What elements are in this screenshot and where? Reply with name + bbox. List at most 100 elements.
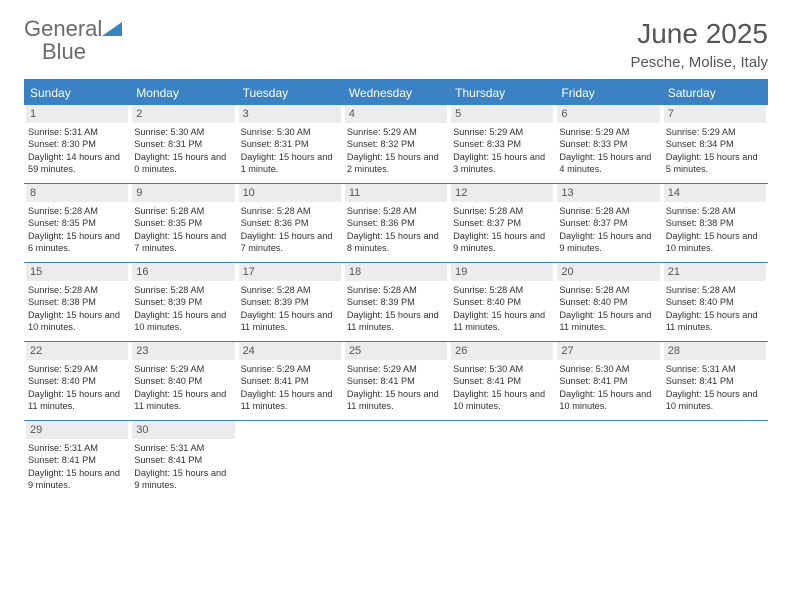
day-cell-empty — [343, 421, 449, 499]
sunset-line: Sunset: 8:34 PM — [666, 138, 764, 150]
day-cell: 15 Sunrise: 5:28 AMSunset: 8:38 PMDayligh… — [24, 263, 130, 341]
day-cell: 7Sunrise: 5:29 AMSunset: 8:34 PMDaylight… — [662, 105, 768, 183]
sunrise-line: Sunrise: 5:28 AM — [347, 284, 445, 296]
daylight-line: Daylight: 15 hours and 1 minute. — [241, 151, 339, 176]
daylight-line: Daylight: 15 hours and 11 minutes. — [453, 309, 551, 334]
day-number: 19 — [451, 263, 553, 281]
sunrise-line: Sunrise: 5:29 AM — [241, 363, 339, 375]
calendar: SundayMondayTuesdayWednesdayThursdayFrid… — [24, 79, 768, 499]
day-body: Sunrise: 5:28 AMSunset: 8:36 PMDaylight:… — [239, 205, 341, 255]
day-cell: 1Sunrise: 5:31 AMSunset: 8:30 PMDaylight… — [24, 105, 130, 183]
day-body: Sunrise: 5:28 AMSunset: 8:35 PMDaylight:… — [132, 205, 234, 255]
sunset-line: Sunset: 8:30 PM — [28, 138, 126, 150]
day-number: 6 — [557, 105, 659, 123]
day-cell-empty — [662, 421, 768, 499]
day-number: 15 — [26, 263, 128, 281]
day-body: Sunrise: 5:31 AMSunset: 8:41 PMDaylight:… — [664, 363, 766, 413]
day-number: 4 — [345, 105, 447, 123]
day-cell: 27Sunrise: 5:30 AMSunset: 8:41 PMDayligh… — [555, 342, 661, 420]
day-body: Sunrise: 5:29 AMSunset: 8:32 PMDaylight:… — [345, 126, 447, 176]
sunrise-line: Sunrise: 5:30 AM — [134, 126, 232, 138]
day-cell: 13Sunrise: 5:28 AMSunset: 8:37 PMDayligh… — [555, 184, 661, 262]
day-cell: 9Sunrise: 5:28 AMSunset: 8:35 PMDaylight… — [130, 184, 236, 262]
daylight-line: Daylight: 15 hours and 11 minutes. — [666, 309, 764, 334]
logo-part1: General — [24, 16, 102, 41]
daylight-line: Daylight: 15 hours and 4 minutes. — [559, 151, 657, 176]
day-number: 14 — [664, 184, 766, 202]
sunset-line: Sunset: 8:40 PM — [666, 296, 764, 308]
day-body: Sunrise: 5:29 AMSunset: 8:41 PMDaylight:… — [239, 363, 341, 413]
day-cell: 14 Sunrise: 5:28 AMSunset: 8:38 PMDayligh… — [662, 184, 768, 262]
day-body: Sunrise: 5:28 AMSunset: 8:39 PMDaylight:… — [345, 284, 447, 334]
daylight-line: Daylight: 15 hours and 11 minutes. — [347, 309, 445, 334]
sunset-line: Sunset: 8:37 PM — [559, 217, 657, 229]
day-cell: 23Sunrise: 5:29 AMSunset: 8:40 PMDayligh… — [130, 342, 236, 420]
day-body: Sunrise: 5:31 AMSunset: 8:41 PMDaylight:… — [26, 442, 128, 492]
day-cell-empty — [237, 421, 343, 499]
day-body: Sunrise: 5:31 AMSunset: 8:30 PMDaylight:… — [26, 126, 128, 176]
sunset-line: Sunset: 8:41 PM — [347, 375, 445, 387]
daylight-line: Daylight: 15 hours and 2 minutes. — [347, 151, 445, 176]
sunrise-line: Sunrise: 5:29 AM — [134, 363, 232, 375]
location: Pesche, Molise, Italy — [630, 54, 768, 71]
sunrise-line: Sunrise: 5:28 AM — [28, 205, 126, 217]
daylight-line: Daylight: 14 hours and 59 minutes. — [28, 151, 126, 176]
day-cell: 12Sunrise: 5:28 AMSunset: 8:37 PMDayligh… — [449, 184, 555, 262]
daylight-line: Daylight: 15 hours and 10 minutes. — [28, 309, 126, 334]
sunset-line: Sunset: 8:39 PM — [347, 296, 445, 308]
sunset-line: Sunset: 8:41 PM — [453, 375, 551, 387]
sunset-line: Sunset: 8:35 PM — [28, 217, 126, 229]
sunrise-line: Sunrise: 5:28 AM — [28, 284, 126, 296]
day-number: 18 — [345, 263, 447, 281]
day-cell: 19Sunrise: 5:28 AMSunset: 8:40 PMDayligh… — [449, 263, 555, 341]
daylight-line: Daylight: 15 hours and 6 minutes. — [28, 230, 126, 255]
sunset-line: Sunset: 8:33 PM — [559, 138, 657, 150]
day-number: 29 — [26, 421, 128, 439]
day-number: 11 — [345, 184, 447, 202]
sunrise-line: Sunrise: 5:29 AM — [347, 126, 445, 138]
day-cell: 21Sunrise: 5:28 AMSunset: 8:40 PMDayligh… — [662, 263, 768, 341]
sunrise-line: Sunrise: 5:29 AM — [453, 126, 551, 138]
weekday-header: Wednesday — [343, 81, 449, 105]
sunset-line: Sunset: 8:41 PM — [134, 454, 232, 466]
weekday-header: Tuesday — [237, 81, 343, 105]
daylight-line: Daylight: 15 hours and 11 minutes. — [134, 388, 232, 413]
day-body: Sunrise: 5:28 AMSunset: 8:36 PMDaylight:… — [345, 205, 447, 255]
sunrise-line: Sunrise: 5:28 AM — [559, 205, 657, 217]
sunrise-line: Sunrise: 5:28 AM — [347, 205, 445, 217]
day-body: Sunrise: 5:28 AMSunset: 8:38 PMDaylight:… — [26, 284, 128, 334]
sunset-line: Sunset: 8:39 PM — [134, 296, 232, 308]
sunset-line: Sunset: 8:41 PM — [28, 454, 126, 466]
sunrise-line: Sunrise: 5:28 AM — [134, 284, 232, 296]
day-cell: 16Sunrise: 5:28 AMSunset: 8:39 PMDayligh… — [130, 263, 236, 341]
day-body: Sunrise: 5:28 AMSunset: 8:38 PMDaylight:… — [664, 205, 766, 255]
sunrise-line: Sunrise: 5:30 AM — [453, 363, 551, 375]
day-cell: 2Sunrise: 5:30 AMSunset: 8:31 PMDaylight… — [130, 105, 236, 183]
day-cell-empty — [555, 421, 661, 499]
day-cell: 29 Sunrise: 5:31 AMSunset: 8:41 PMDayligh… — [24, 421, 130, 499]
day-body: Sunrise: 5:28 AMSunset: 8:40 PMDaylight:… — [664, 284, 766, 334]
day-number: 5 — [451, 105, 553, 123]
weeks-container: 1Sunrise: 5:31 AMSunset: 8:30 PMDaylight… — [24, 105, 768, 499]
day-number: 8 — [26, 184, 128, 202]
sunset-line: Sunset: 8:41 PM — [666, 375, 764, 387]
sunrise-line: Sunrise: 5:29 AM — [666, 126, 764, 138]
sunset-line: Sunset: 8:40 PM — [453, 296, 551, 308]
day-number: 2 — [132, 105, 234, 123]
daylight-line: Daylight: 15 hours and 9 minutes. — [453, 230, 551, 255]
day-body: Sunrise: 5:29 AMSunset: 8:33 PMDaylight:… — [557, 126, 659, 176]
day-number: 22 — [26, 342, 128, 360]
sunset-line: Sunset: 8:40 PM — [134, 375, 232, 387]
day-cell: 17Sunrise: 5:28 AMSunset: 8:39 PMDayligh… — [237, 263, 343, 341]
day-number: 26 — [451, 342, 553, 360]
week-row: 29 Sunrise: 5:31 AMSunset: 8:41 PMDayligh… — [24, 421, 768, 499]
sunset-line: Sunset: 8:35 PM — [134, 217, 232, 229]
sunrise-line: Sunrise: 5:29 AM — [28, 363, 126, 375]
sunset-line: Sunset: 8:40 PM — [28, 375, 126, 387]
day-cell: 24Sunrise: 5:29 AMSunset: 8:41 PMDayligh… — [237, 342, 343, 420]
day-body: Sunrise: 5:28 AMSunset: 8:39 PMDaylight:… — [132, 284, 234, 334]
day-body: Sunrise: 5:29 AMSunset: 8:40 PMDaylight:… — [132, 363, 234, 413]
day-number: 7 — [664, 105, 766, 123]
day-cell: 11 Sunrise: 5:28 AMSunset: 8:36 PMDayligh… — [343, 184, 449, 262]
sunrise-line: Sunrise: 5:31 AM — [666, 363, 764, 375]
